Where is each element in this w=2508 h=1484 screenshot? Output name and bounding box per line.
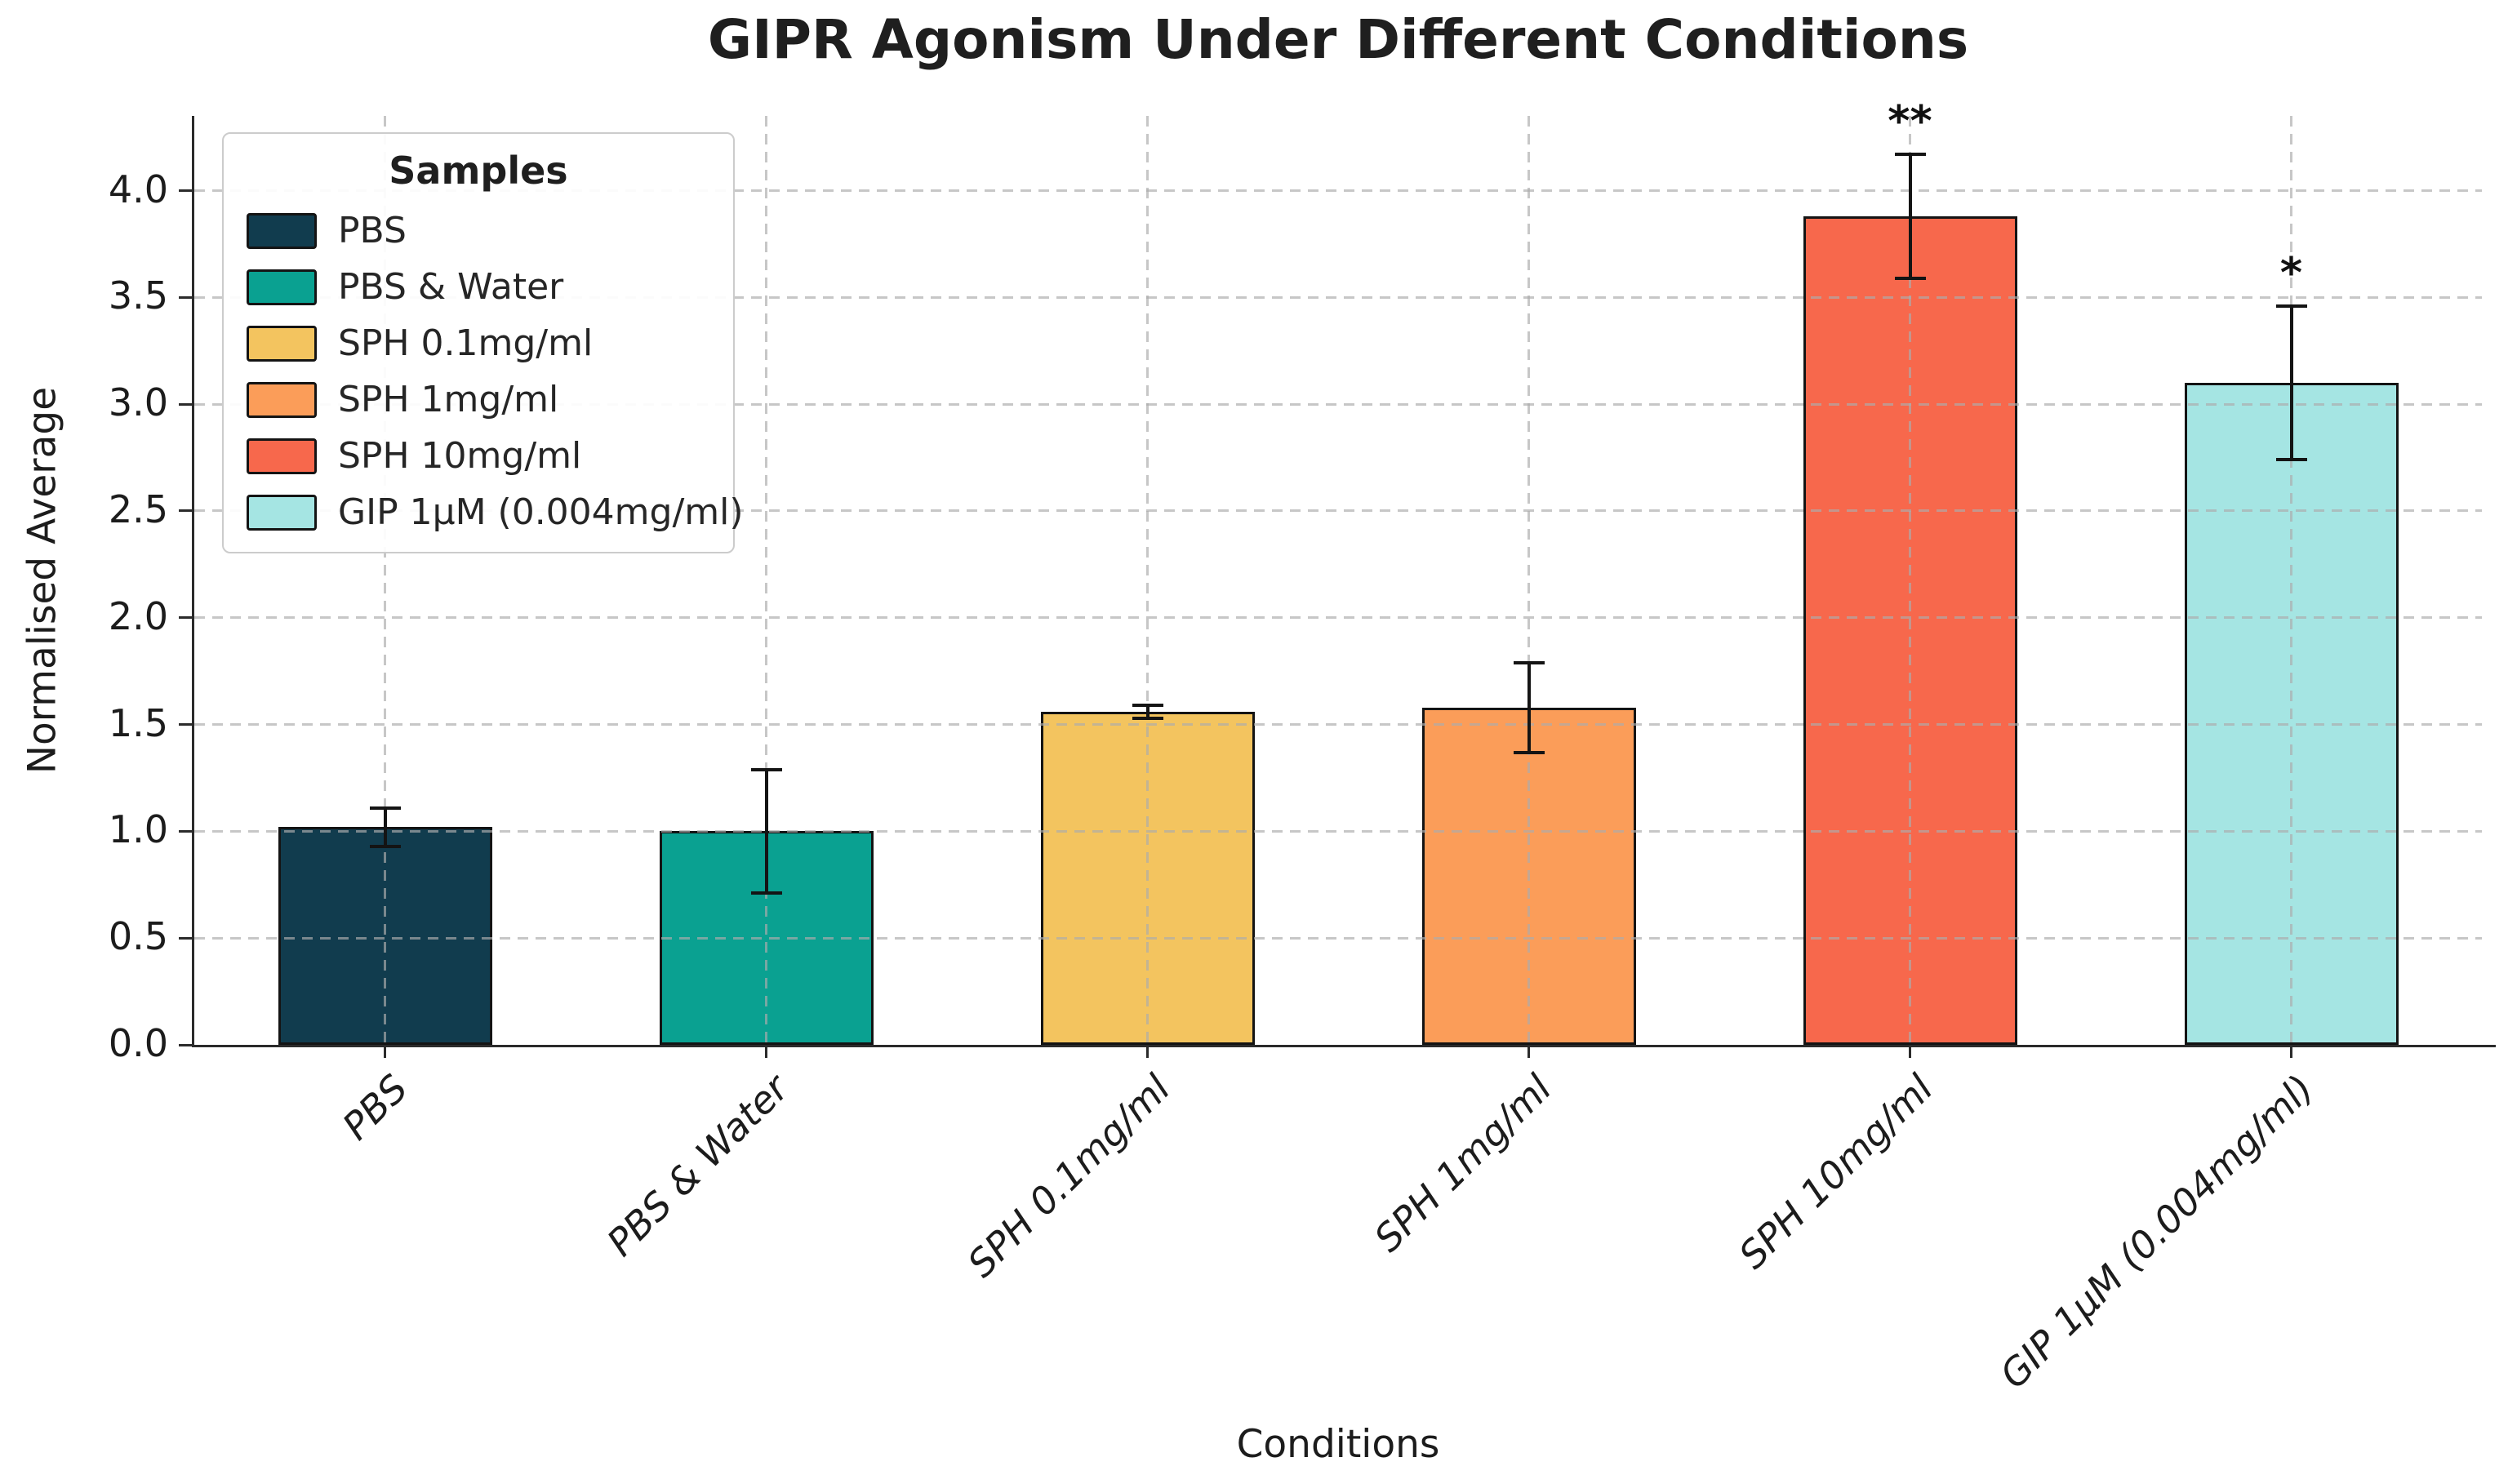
v-gridline [1146,116,1149,1045]
h-gridline [194,936,2482,940]
legend-title: Samples [389,149,568,193]
y-tick-mark [179,295,192,299]
legend-swatch [247,212,317,249]
x-tick-mark [1527,1045,1530,1058]
h-gridline [194,402,2482,406]
y-tick-label: 4.0 [108,167,168,211]
error-bar-sph-1mg-ml [1527,662,1531,753]
legend-label: SPH 10mg/ml [338,435,582,477]
legend-entry-sph-1mg-ml: SPH 1mg/ml [224,371,733,428]
legend-entry-pbs: PBS [224,202,733,259]
h-gridline [194,616,2482,620]
y-tick-mark [179,936,192,940]
legend: Samples PBS PBS & Water SPH 0.1mg/ml SPH 1m… [222,132,744,553]
error-cap-top [1132,704,1163,708]
legend-label: SPH 0.1mg/ml [338,322,594,364]
x-axis-spine [192,1045,2496,1047]
error-cap-bottom [369,844,401,848]
error-cap-top [1513,660,1545,664]
y-tick-label: 0.5 [108,914,168,959]
x-axis-label: Conditions [1236,1422,1440,1467]
h-gridline [194,189,2482,193]
error-bar-pbs [383,807,387,846]
y-tick-mark [179,509,192,513]
y-tick-mark [179,829,192,833]
h-gridline [194,723,2482,726]
y-tick-mark [179,723,192,726]
error-cap-top [1894,153,1926,157]
chart-title: GIPR Agonism Under Different Conditions [707,8,1969,71]
y-tick-label: 2.0 [108,593,168,638]
x-tick-label-text: SPH 0.1mg/ml [958,1066,1179,1286]
error-cap-bottom [1894,276,1926,280]
legend-label: SPH 1mg/ml [338,379,559,420]
y-tick-mark [179,616,192,620]
x-tick-mark [384,1045,386,1058]
h-gridline [194,509,2482,513]
legend-entry-sph-0-1mg-ml: SPH 0.1mg/ml [224,315,733,371]
error-bar-pbs-water [764,769,768,894]
error-bar-sph-0-1mg-ml [1145,705,1150,718]
legend-entry-pbs-water: PBS & Water [224,259,733,315]
y-tick-label: 1.5 [108,700,168,745]
v-gridline [384,116,386,1045]
legend-label: GIP 1μM (0.004mg/ml) [338,491,744,533]
y-tick-mark [179,189,192,193]
legend-swatch [247,325,317,362]
x-tick-label-text: GIP 1μM (0.004mg/ml) [1991,1066,2323,1397]
error-cap-bottom [1513,750,1545,754]
y-tick-label: 0.0 [108,1021,168,1065]
y-tick-label: 3.5 [108,273,168,318]
x-tick-label-text: PBS & Water [598,1066,798,1265]
h-gridline [194,295,2482,299]
error-cap-bottom [750,891,782,895]
v-gridline [2290,116,2292,1045]
error-cap-top [2275,304,2307,308]
legend-label: PBS & Water [338,266,564,308]
y-tick-label: 2.5 [108,487,168,531]
y-axis-spine [192,116,194,1045]
x-tick-mark [1909,1045,1911,1058]
error-cap-bottom [2275,458,2307,462]
error-bar-sph-10mg-ml [1908,154,1912,278]
x-tick-mark [2290,1045,2292,1058]
error-cap-bottom [1132,716,1163,720]
legend-swatch [247,381,317,418]
y-tick-label: 3.0 [108,380,168,425]
legend-entries: PBS PBS & Water SPH 0.1mg/ml SPH 1mg/ml SPH … [224,202,744,540]
plot-area: Samples PBS PBS & Water SPH 0.1mg/ml SPH 1m… [109,97,2496,1397]
y-tick-label: 1.0 [108,807,168,852]
legend-entry-sph-10mg-ml: SPH 10mg/ml [224,428,733,484]
v-gridline [765,116,767,1045]
legend-entry-gip-1-m-0-004mg-ml: GIP 1μM (0.004mg/ml) [224,484,744,540]
error-bar-gip-1-m-0-004mg-ml [2289,305,2293,460]
legend-swatch [247,269,317,305]
y-tick-mark [179,402,192,406]
v-gridline [1909,116,1911,1045]
y-axis-label: Normalised Average [20,386,65,775]
x-tick-label-text: SPH 10mg/ml [1730,1066,1941,1277]
legend-swatch [247,438,317,474]
x-tick-label-text: SPH 1mg/ml [1365,1066,1560,1260]
y-tick-mark [179,1043,192,1046]
x-tick-label-text: PBS [333,1066,416,1149]
significance-marker: ** [1888,97,1932,147]
error-cap-top [750,767,782,771]
error-cap-top [369,806,401,810]
h-gridline [194,829,2482,833]
legend-swatch [247,494,317,531]
significance-marker: * [2279,248,2303,298]
x-tick-mark [765,1045,767,1058]
x-tick-mark [1146,1045,1149,1058]
legend-label: PBS [338,210,407,251]
v-gridline [1527,116,1530,1045]
